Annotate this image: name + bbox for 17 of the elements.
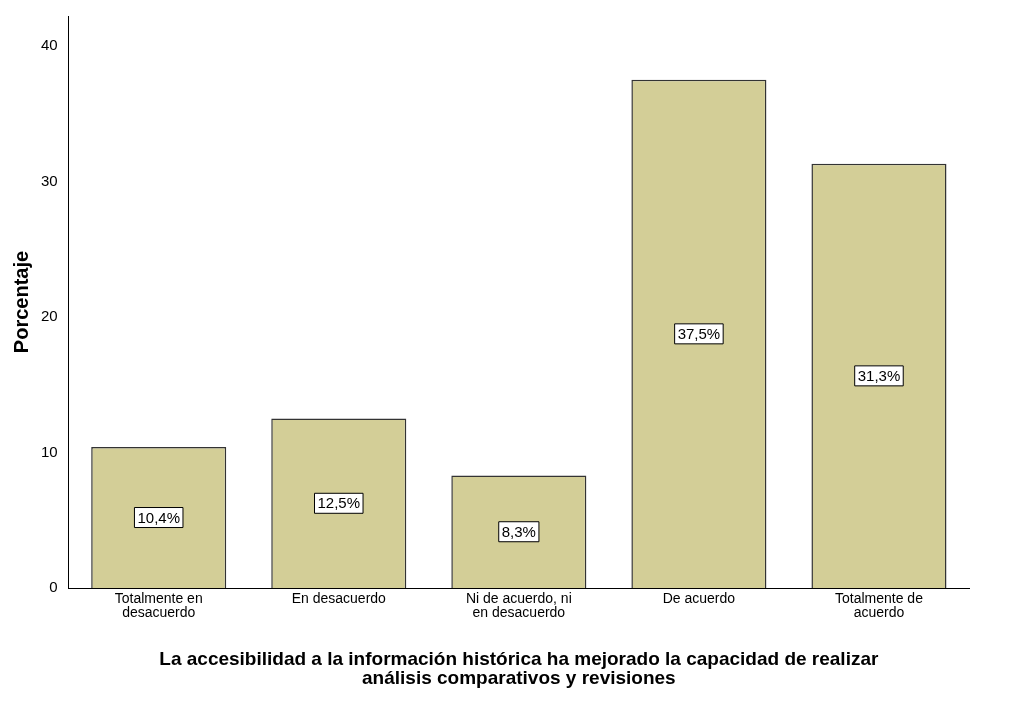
x-tick-label: De acuerdo [662,589,736,606]
x-tick-label: Totalmente en desacuerdo [114,589,203,620]
y-tick-label: 10 [41,442,58,460]
y-tick-label: 40 [41,35,58,53]
data-label: 12,5% [317,494,361,512]
y-tick-label: 20 [41,307,58,325]
x-tick-label: Ni de acuerdo, ni en desacuerdo [465,589,572,620]
data-label: 8,3% [501,522,536,540]
x-axis-title: La accesibilidad a la información histórica ha mejorado la capacidad de realizar análisis comparativos y revisiones [159,647,879,688]
data-label: 31,3% [857,367,901,385]
data-label: 10,4% [137,508,180,526]
y-axis-title: Porcentaje [9,250,32,354]
data-label: 37,5% [677,324,721,342]
y-tick-label: 0 [49,578,58,596]
x-tick-label: Totalmente de acuerdo [834,589,924,620]
y-tick-label: 30 [41,171,58,189]
x-tick-label: En desacuerdo [291,589,387,606]
